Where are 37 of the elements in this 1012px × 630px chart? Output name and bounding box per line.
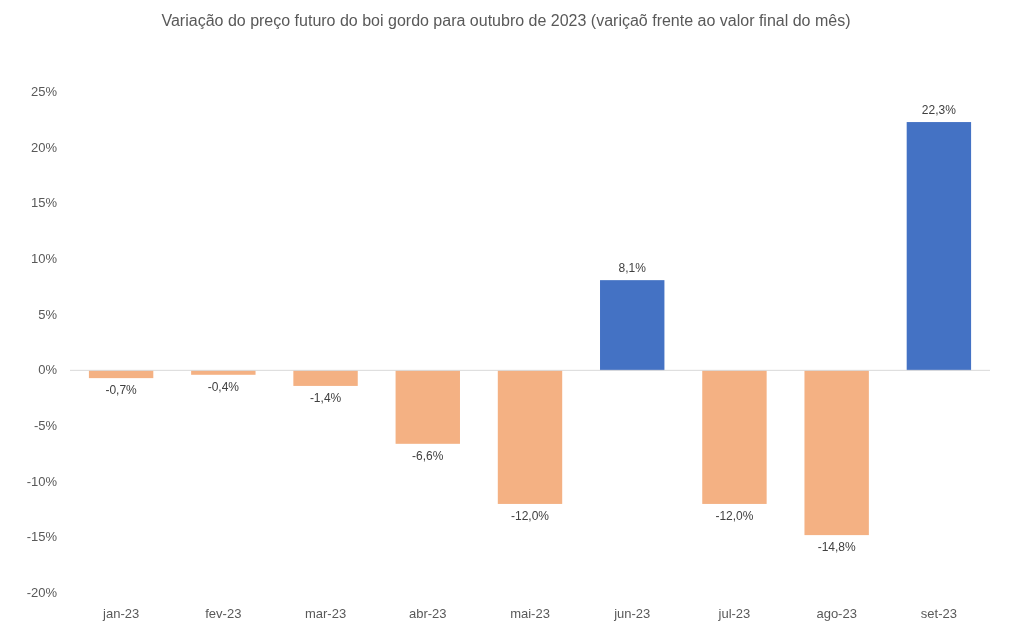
y-tick-label: -15% (26, 529, 58, 545)
y-tick-label: -20% (26, 585, 58, 600)
y-tick-label: -5% (33, 418, 58, 433)
x-tick-label: mai-23 (510, 606, 550, 621)
data-label: -12,0% (715, 508, 754, 523)
x-tick-label: set-23 (920, 606, 957, 621)
chart-title: Variação do preço futuro do boi gordo para outubro de 2023 (variçaõ frente ao valor final do mês) (161, 12, 851, 29)
y-tick-label: -10% (26, 473, 58, 489)
bar (600, 280, 665, 371)
x-tick-label: jun-23 (613, 606, 651, 621)
data-label: -0,7% (105, 383, 138, 398)
data-label: -1,4% (309, 390, 342, 405)
data-label: -14,8% (817, 540, 856, 555)
x-tick-label: jan-23 (102, 606, 140, 621)
bar (906, 122, 972, 371)
y-tick-label: 5% (38, 306, 58, 322)
data-label: -6,6% (412, 448, 444, 463)
bar (191, 370, 256, 375)
x-tick-label: mar-23 (304, 606, 347, 621)
x-tick-label: ago-23 (816, 606, 857, 621)
x-tick-label: abr-23 (408, 606, 447, 621)
data-label: 8,1% (618, 261, 647, 276)
bar (497, 370, 563, 504)
data-label: -12,0% (510, 508, 550, 523)
x-tick-label: fev-23 (205, 606, 242, 621)
data-label: 22,3% (921, 103, 957, 118)
data-label: -0,4% (207, 379, 240, 394)
x-tick-label: jul-23 (717, 606, 751, 621)
y-tick-label: 20% (30, 139, 58, 155)
bar (804, 370, 869, 536)
bar (293, 370, 358, 386)
y-tick-label: 0% (38, 362, 58, 378)
y-tick-label: 10% (30, 251, 58, 266)
bar (702, 370, 767, 504)
y-tick-label: 15% (30, 195, 58, 211)
bar (395, 370, 460, 444)
y-tick-label: 25% (30, 84, 58, 99)
